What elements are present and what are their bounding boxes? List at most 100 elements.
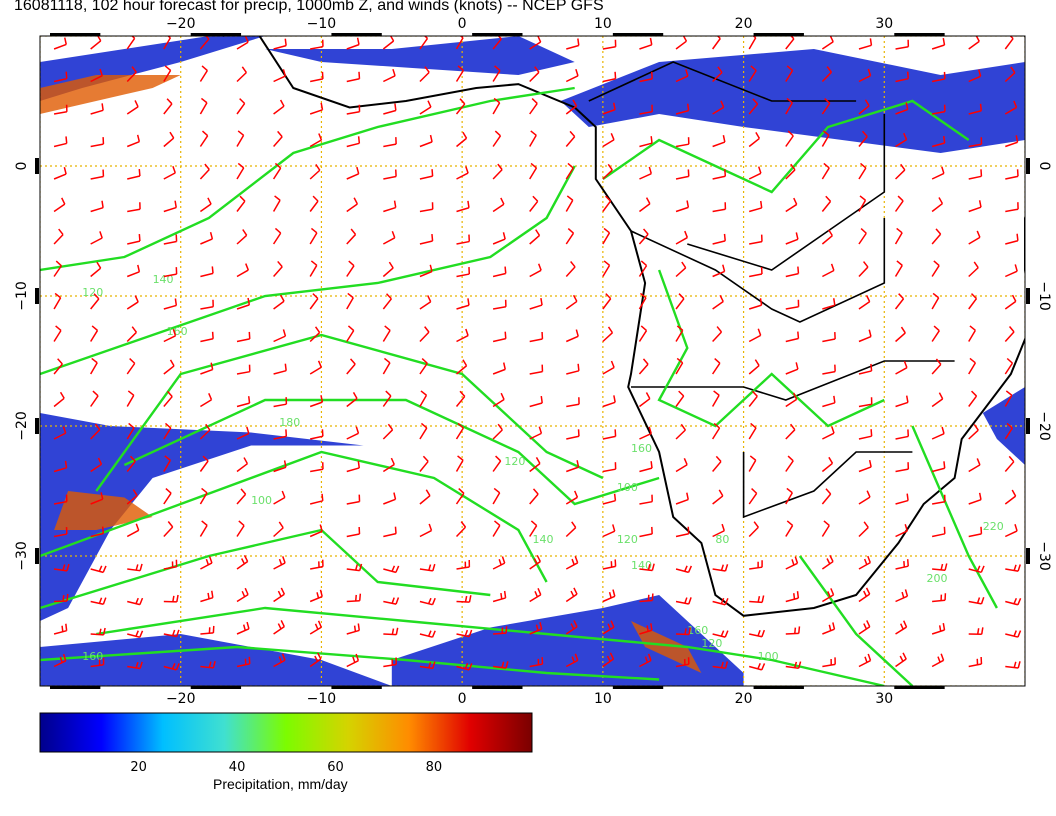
- wind-barb: [748, 521, 759, 538]
- wind-barb: [566, 38, 580, 50]
- wind-barb: [53, 228, 64, 245]
- wind-barb: [968, 325, 977, 342]
- wind-barb: [90, 390, 99, 407]
- wind-barb: [748, 65, 757, 82]
- wind-barb: [200, 266, 214, 278]
- wind-barb: [821, 98, 831, 115]
- lon-tick-label-bottom: 10: [594, 691, 612, 707]
- wind-barb: [711, 390, 720, 407]
- contour-label: 80: [715, 533, 729, 546]
- precip-shading: [40, 36, 1025, 686]
- wind-barb: [163, 36, 172, 50]
- lon-tick-label-bottom: 0: [458, 691, 467, 707]
- wind-barb: [895, 71, 909, 83]
- lon-tick-label-top: −10: [307, 16, 337, 32]
- wind-barb: [419, 390, 428, 407]
- wind-barb: [53, 460, 68, 473]
- wind-barb: [712, 169, 727, 180]
- wind-barb: [126, 390, 135, 407]
- wind-barb: [346, 392, 358, 408]
- wind-barb: [565, 227, 575, 245]
- height-contours: 1201401601801001201401601001201408016020…: [40, 86, 1004, 686]
- map-title: 16081118, 102 hour forecast for precip, …: [14, 0, 604, 14]
- wind-barb: [822, 332, 836, 343]
- lon-axis-band: [612, 686, 664, 689]
- wind-barb: [712, 564, 729, 572]
- wind-barb: [126, 455, 136, 472]
- wind-barb: [968, 357, 977, 375]
- wind-barb: [236, 229, 248, 245]
- wind-barb: [346, 623, 361, 635]
- wind-barb: [309, 326, 321, 343]
- wind-barb: [383, 657, 397, 668]
- wind-barb: [272, 227, 282, 245]
- wind-barb: [968, 137, 983, 148]
- wind-barb: [639, 37, 653, 50]
- wind-barb: [565, 521, 577, 538]
- wind-barb: [236, 297, 251, 310]
- wind-barb: [785, 97, 793, 115]
- wind-barb: [712, 326, 723, 343]
- wind-barb: [602, 293, 612, 310]
- wind-barb: [858, 38, 873, 50]
- wind-barb: [968, 423, 979, 440]
- wind-barb: [273, 620, 285, 635]
- wind-barb: [493, 661, 509, 669]
- wind-barb: [1005, 202, 1019, 213]
- wind-barb: [858, 295, 871, 310]
- lon-axis-band: [894, 33, 945, 36]
- wind-barb: [273, 653, 286, 668]
- lon-axis-band: [50, 33, 101, 36]
- wind-barb: [273, 329, 287, 343]
- wind-barb: [236, 98, 246, 115]
- wind-barb: [858, 429, 873, 440]
- wind-barb: [419, 264, 433, 278]
- wind-barb: [309, 589, 323, 603]
- wind-barb: [163, 455, 171, 472]
- wind-barb: [419, 326, 430, 343]
- wind-barb: [456, 200, 470, 213]
- wind-barb: [419, 36, 429, 50]
- wind-barb: [931, 104, 946, 115]
- wind-barb: [639, 166, 653, 180]
- wind-barb: [675, 325, 684, 342]
- wind-barb: [126, 358, 136, 375]
- wind-barb: [968, 458, 981, 473]
- wind-barb: [456, 328, 469, 343]
- wind-barb: [1004, 100, 1018, 115]
- wind-barb: [273, 521, 284, 538]
- wind-barb: [310, 462, 324, 473]
- wind-barb: [565, 195, 574, 212]
- contour-label: 140: [533, 533, 554, 546]
- wind-barb: [127, 234, 141, 245]
- lon-axis-band: [331, 686, 382, 689]
- wind-barb: [529, 195, 539, 212]
- wind-barb: [968, 200, 982, 213]
- lon-axis-band: [753, 686, 804, 689]
- wind-barb: [456, 298, 470, 310]
- wind-barb: [90, 492, 104, 505]
- wind-barb: [529, 554, 542, 570]
- wind-barb: [272, 195, 281, 212]
- wind-barb: [419, 202, 434, 213]
- wind-barb: [858, 363, 873, 375]
- wind-barb: [529, 36, 542, 50]
- lat-tick-label-left: −10: [14, 281, 30, 311]
- wind-barb: [749, 234, 763, 245]
- wind-barb: [529, 66, 540, 83]
- wind-barb: [712, 455, 722, 472]
- wind-barb: [821, 588, 835, 603]
- wind-barb: [492, 423, 503, 440]
- wind-barb: [602, 652, 615, 668]
- wind-barb: [931, 71, 946, 83]
- wind-barb: [675, 69, 689, 83]
- wind-barb: [200, 362, 214, 375]
- wind-barb: [200, 625, 215, 635]
- wind-barb: [382, 423, 394, 440]
- wind-barb: [455, 521, 467, 538]
- wind-barb: [858, 162, 867, 180]
- wind-barb: [90, 423, 101, 440]
- wind-barb: [858, 653, 872, 668]
- wind-barb: [455, 36, 464, 50]
- wind-barb: [163, 487, 172, 505]
